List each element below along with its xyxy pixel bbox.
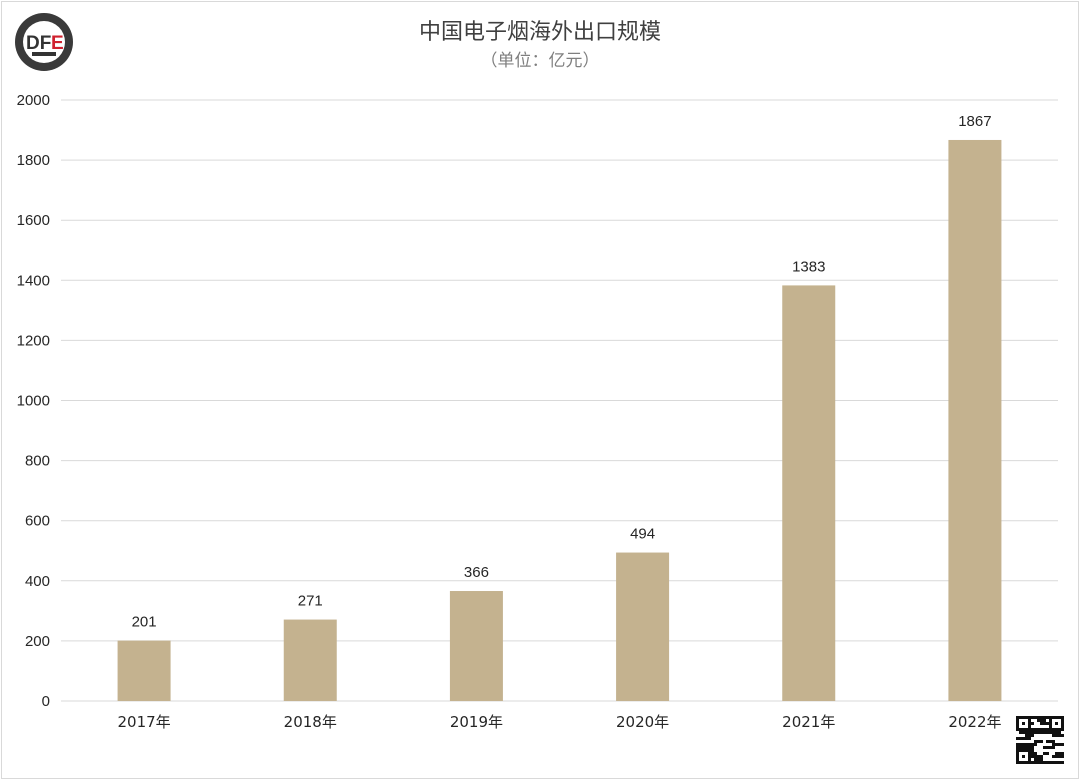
data-label: 366	[464, 564, 489, 581]
data-label: 201	[132, 614, 157, 631]
y-tick-label: 1200	[17, 332, 50, 349]
bar	[117, 640, 171, 701]
x-tick-label: 2022年	[948, 713, 1001, 731]
chart-title: 中国电子烟海外出口规模	[418, 20, 661, 45]
y-tick-label: 600	[25, 513, 50, 530]
x-tick-label: 2018年	[284, 713, 337, 731]
qr-code-icon	[1016, 716, 1064, 764]
y-tick-label: 1800	[17, 152, 50, 169]
y-tick-label: 1400	[17, 272, 50, 289]
svg-text:E: E	[51, 33, 64, 54]
data-label: 494	[630, 526, 655, 543]
dfe-logo-icon: DF E	[15, 13, 73, 71]
bar	[283, 619, 337, 701]
bar	[616, 552, 670, 701]
y-tick-label: 400	[25, 573, 50, 590]
y-tick-label: 800	[25, 453, 50, 470]
x-tick-label: 2020年	[616, 713, 669, 731]
svg-text:DF: DF	[26, 33, 51, 54]
y-tick-label: 1600	[17, 212, 50, 229]
data-label: 1867	[958, 113, 991, 130]
chart-subtitle: （单位：亿元）	[480, 51, 600, 71]
bar	[948, 139, 1002, 702]
bar	[782, 285, 836, 701]
x-tick-label: 2017年	[117, 713, 170, 731]
y-tick-label: 0	[42, 693, 50, 710]
data-label: 271	[298, 593, 323, 610]
x-tick-label: 2021年	[782, 713, 835, 731]
bar	[449, 591, 503, 701]
y-tick-label: 1000	[17, 393, 50, 410]
data-label: 1383	[792, 258, 825, 275]
x-tick-label: 2019年	[450, 713, 503, 731]
y-tick-label: 200	[25, 633, 50, 650]
y-tick-label: 2000	[17, 92, 50, 109]
